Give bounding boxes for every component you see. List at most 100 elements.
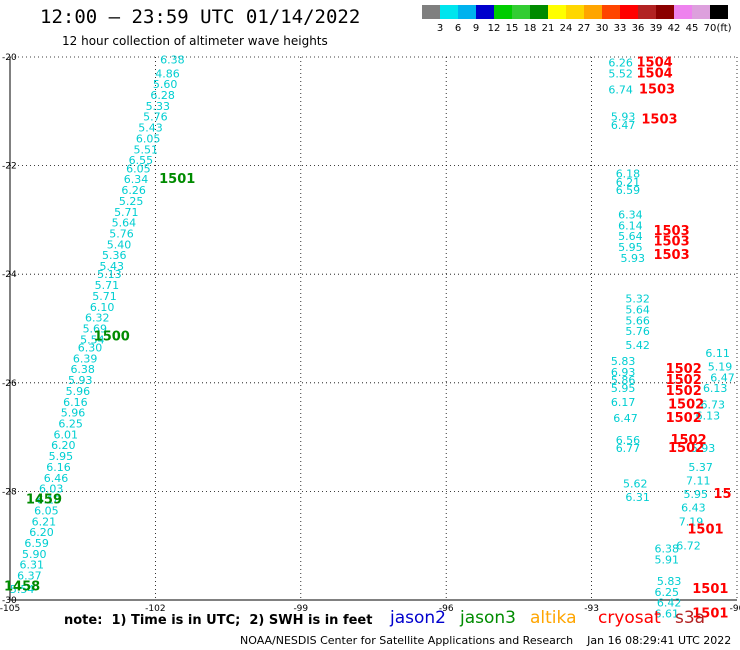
legend-s3a: s3a [675, 608, 706, 628]
wave-height-label: 6.56 [616, 434, 641, 447]
pass-time-label: 1503 [641, 112, 677, 127]
wave-height-label: 6.30 [78, 342, 103, 355]
legend-cryosat: cryosat [598, 608, 661, 628]
pass-time-label: 1502 [666, 384, 702, 399]
wave-height-label: 6.32 [85, 312, 110, 325]
wave-height-label: 6.61 [654, 608, 679, 621]
wave-height-label: 5.62 [623, 477, 648, 490]
wave-height-label: 5.96 [61, 407, 86, 420]
wave-height-label: 5.19 [708, 361, 733, 374]
pass-time-label: 1502 [666, 362, 702, 377]
wave-height-label: 5.76 [143, 111, 168, 124]
colorbar-tick-label: 12 [488, 23, 501, 34]
wave-height-label: 5.36 [102, 249, 127, 262]
wave-height-label: 6.16 [63, 396, 88, 409]
pass-time-label: 1501 [159, 172, 195, 187]
wave-height-label: 5.13 [97, 268, 122, 281]
lat-tick-label: -30 [2, 596, 17, 606]
pass-time-label: 1502 [666, 373, 702, 388]
wave-height-label: 5.71 [95, 279, 120, 292]
wave-height-label: 7.11 [686, 475, 711, 488]
wave-height-label: 5.95 [618, 241, 643, 254]
lat-tick-label: -22 [2, 162, 17, 172]
lon-tick-label: -102 [145, 604, 165, 614]
wave-height-label: 5.43 [138, 122, 163, 135]
wave-height-label: 5.33 [146, 100, 171, 113]
pass-time-label: 1501 [692, 607, 728, 622]
pass-time-label: 1502 [670, 433, 706, 448]
wave-height-label: 5.64 [618, 230, 643, 243]
page-title: 12:00 – 23:59 UTC 01/14/2022 [40, 6, 361, 28]
wave-height-label: 5.60 [153, 78, 178, 91]
wave-height-label: 6.31 [625, 491, 650, 504]
pass-time-label: 15 [713, 487, 731, 502]
footer-credit: NOAA/NESDIS Center for Satellite Applica… [240, 634, 732, 647]
wave-height-label: 5.93 [68, 374, 93, 387]
wave-height-label: 5.69 [83, 323, 108, 336]
pass-time-label: 1504 [637, 66, 673, 81]
wave-height-label: 5.90 [22, 548, 47, 561]
wave-height-label: 5.71 [92, 290, 117, 303]
wave-height-label: 6.21 [616, 176, 641, 189]
wave-height-label: 6.55 [129, 154, 154, 167]
footer-note: note: 1) Time is in UTC; 2) SWH is in fe… [64, 613, 373, 628]
lon-tick-label: -99 [293, 604, 308, 614]
pass-time-label: 1504 [637, 55, 673, 70]
lat-tick-label: -24 [2, 270, 17, 280]
lon-tick-label: -105 [0, 604, 20, 614]
colorbar-unit: (ft) [716, 23, 731, 34]
wave-height-label: 6.26 [121, 184, 146, 197]
wave-height-label: 5.52 [608, 67, 633, 80]
pass-time-label: 1500 [94, 330, 130, 345]
wave-height-label: 6.38 [160, 54, 185, 67]
wave-height-label: 5.25 [119, 195, 144, 208]
wave-height-label: 6.03 [39, 483, 64, 496]
wave-height-label: 5.93 [611, 111, 636, 124]
wave-height-label: 6.05 [136, 132, 161, 145]
wave-height-label: 6.34 [618, 208, 643, 221]
wave-height-label: 5.42 [625, 339, 650, 352]
colorbar-swatch [548, 5, 566, 19]
wave-height-label: 5.93 [691, 442, 716, 455]
colorbar-swatch [530, 5, 548, 19]
wave-height-label: 5.37 [688, 461, 713, 474]
pass-time-label: 1501 [692, 582, 728, 597]
pass-time-label: 1502 [668, 398, 704, 413]
colorbar-swatch [512, 5, 530, 19]
wave-height-label: 6.25 [654, 586, 679, 599]
wave-height-label: 6.10 [90, 301, 115, 314]
wave-height-label: 6.34 [124, 173, 149, 186]
wave-height-label: 5.93 [621, 252, 646, 265]
wave-height-label: 5.95 [684, 488, 709, 501]
wave-height-label: 6.13 [703, 382, 728, 395]
lat-tick-label: -20 [2, 53, 17, 63]
wave-height-label: 5.71 [114, 206, 139, 219]
colorbar-tick-label: 30 [596, 23, 609, 34]
wave-height-label: 5.95 [49, 450, 74, 463]
colorbar-swatch [638, 5, 656, 19]
wave-height-label: 6.31 [20, 559, 45, 572]
wave-height-label: 6.47 [613, 412, 638, 425]
colorbar-swatch [656, 5, 674, 19]
wave-height-label: 6.05 [34, 504, 59, 517]
wave-height-label: 5.83 [657, 575, 682, 588]
colorbar-swatch [584, 5, 602, 19]
wave-height-label: 6.37 [17, 570, 42, 583]
legend-altika: altika [530, 608, 577, 628]
wave-height-label: 6.59 [616, 184, 641, 197]
wave-height-label: 6.14 [618, 219, 643, 232]
wave-height-label: 6.21 [32, 515, 57, 528]
wave-height-label: 5.66 [625, 314, 650, 327]
pass-time-label: 1503 [653, 248, 689, 263]
colorbar-tick-label: 33 [614, 23, 627, 34]
wave-height-label: 5.40 [107, 238, 132, 251]
wave-height-label: 6.25 [58, 418, 83, 431]
colorbar-tick-label: 24 [560, 23, 573, 34]
colorbar-swatch [620, 5, 638, 19]
wave-height-label: 5.43 [100, 260, 125, 273]
pass-time-label: 1502 [666, 411, 702, 426]
wave-height-label: 6.47 [710, 371, 735, 384]
legend-jason2: jason2 [390, 608, 446, 628]
wave-height-label: 6.74 [608, 84, 633, 97]
wave-height-label: 5.54 [10, 583, 35, 596]
